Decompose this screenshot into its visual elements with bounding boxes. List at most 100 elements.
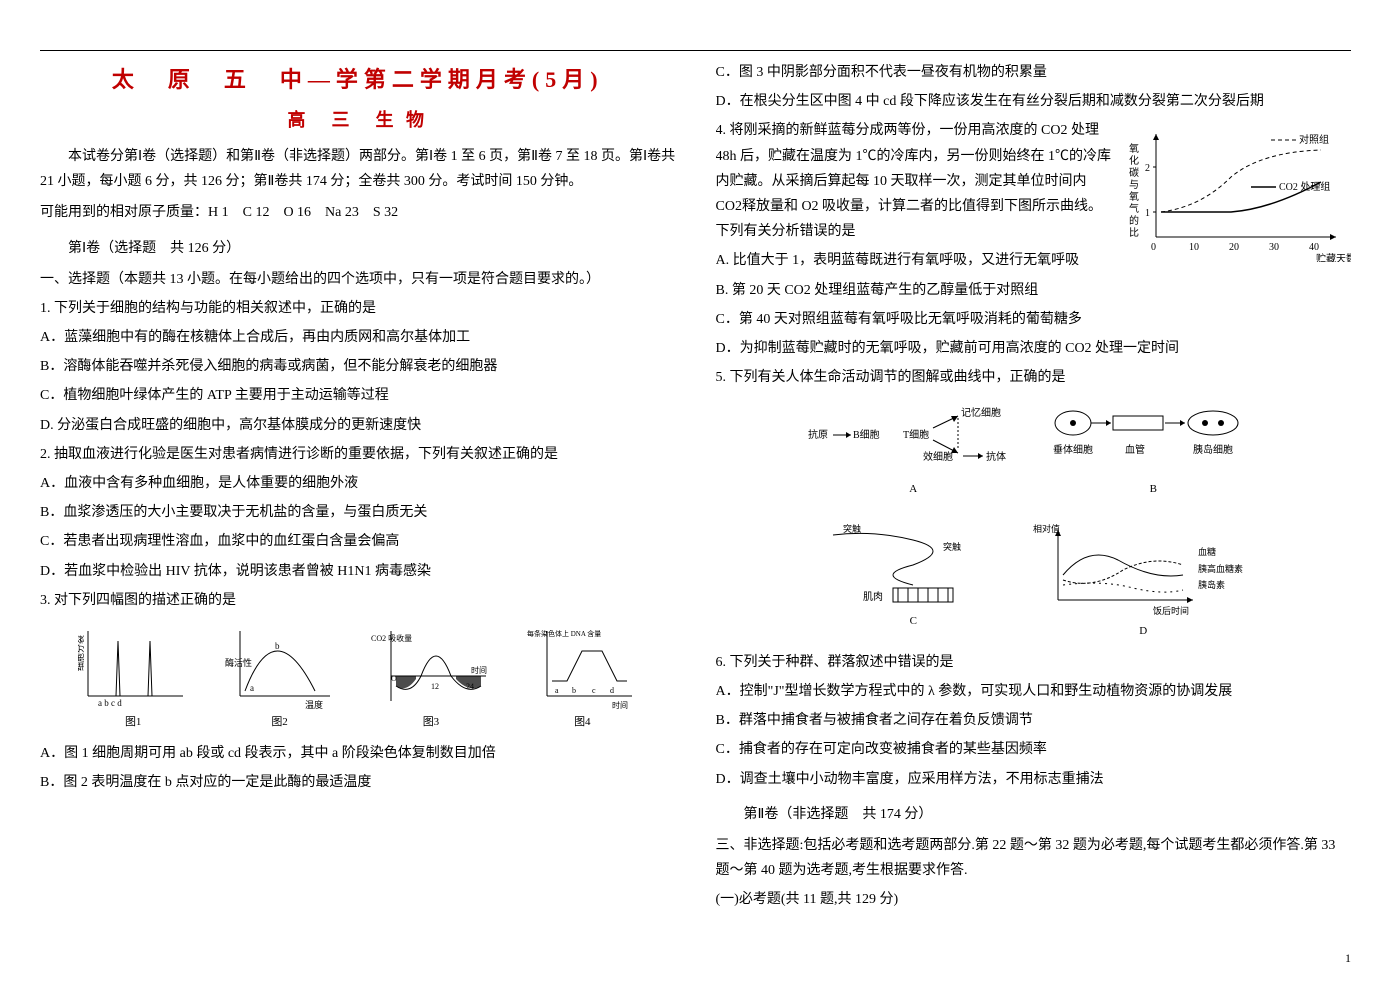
- q4-ytick-2: 2: [1145, 163, 1150, 174]
- q3-fig4: 每条染色体上 DNA 含量 时间 a b c d 图4: [527, 621, 637, 733]
- q4-xtick-30: 30: [1269, 242, 1279, 253]
- q4-legend-ctrl: 对照组: [1299, 133, 1329, 146]
- right-column: C．图 3 中阴影部分面积不代表一昼夜有机物的积累量 D．在根尖分生区中图 4 …: [716, 60, 1352, 942]
- q3-fig1-svg: 细胞分裂 a b c d: [78, 621, 188, 711]
- svg-text:胰高血糖素: 胰高血糖素: [1198, 563, 1243, 574]
- q6-stem: 6. 下列关于种群、群落叙述中错误的是: [716, 650, 1352, 675]
- q3-opt-b: B．图 2 表明温度在 b 点对应的一定是此酶的最适温度: [40, 770, 676, 795]
- intro-paragraph-2: 可能用到的相对原子质量：H 1 C 12 O 16 Na 23 S 32: [40, 200, 676, 225]
- section-2-head: 第Ⅱ卷（非选择题 共 174 分）: [716, 802, 1352, 827]
- left-column: 太 原 五 中—学第二学期月考(5月) 高 三 生 物 本试卷分第Ⅰ卷（选择题）…: [40, 60, 676, 942]
- svg-text:氧: 氧: [1129, 190, 1139, 203]
- q3-fig1: 细胞分裂 a b c d 图1: [78, 621, 188, 733]
- svg-text:与: 与: [1129, 179, 1139, 191]
- svg-text:记忆细胞: 记忆细胞: [961, 406, 1001, 419]
- svg-text:c: c: [592, 686, 596, 695]
- q5-fig-c-caption: C: [813, 612, 1013, 632]
- section-1-head: 第Ⅰ卷（选择题 共 126 分）: [40, 236, 676, 261]
- svg-text:效细胞: 效细胞: [923, 450, 953, 463]
- section-1-instructions: 一、选择题（本题共 13 小题。在每小题给出的四个选项中，只有一项是符合题目要求…: [40, 267, 676, 292]
- q3-fig3-svg: CO2 吸收量 12 24 时间 O: [371, 621, 491, 711]
- q3-fig3-o: O: [391, 674, 397, 683]
- q4-graph: 1 2 0 10 20 30 40 氧 化 碳 与 氧 气 的 比 贮藏天数/d: [1121, 122, 1351, 271]
- top-rule: [40, 50, 1351, 51]
- q3-fig4-svg: 每条染色体上 DNA 含量 时间 a b c d: [527, 621, 637, 711]
- q4-opt-d: D．为抑制蓝莓贮藏时的无氧呼吸，贮藏前可用高浓度的 CO2 处理一定时间: [716, 336, 1352, 361]
- q3-fig4-xlabel: 时间: [612, 700, 628, 710]
- q5-fig-d-caption: D: [1033, 622, 1253, 642]
- intro-paragraph-1: 本试卷分第Ⅰ卷（选择题）和第Ⅱ卷（非选择题）两部分。第Ⅰ卷 1 至 6 页，第Ⅱ…: [40, 144, 676, 194]
- q3-fig2-caption: 图2: [225, 713, 335, 733]
- svg-text:肌肉: 肌肉: [863, 590, 883, 603]
- q3-fig4-caption: 图4: [527, 713, 637, 733]
- svg-text:饭后时间: 饭后时间: [1153, 605, 1189, 616]
- q5-stem: 5. 下列有关人体生命活动调节的图解或曲线中，正确的是: [716, 365, 1352, 390]
- q4-legend-co2: CO2 处理组: [1279, 180, 1330, 193]
- svg-text:a: a: [555, 686, 559, 695]
- q4-ytick-1: 1: [1145, 208, 1150, 219]
- q3-fig3-caption: 图3: [371, 713, 491, 733]
- q3-fig2-a: a: [250, 683, 254, 693]
- q3-fig2-b: b: [275, 641, 280, 651]
- q3-opt-d: D．在根尖分生区中图 4 中 cd 段下降应该发生在有丝分裂后期和减数分裂第二次…: [716, 89, 1352, 114]
- q5-fig-a: 抗原 B细胞 T细胞 记忆细胞 效细胞 抗体 A: [803, 398, 1023, 500]
- q4-xtick-0: 0: [1151, 242, 1156, 253]
- q4-opt-c: C．第 40 天对照组蓝莓有氧呼吸比无氧呼吸消耗的葡萄糖多: [716, 307, 1352, 332]
- q4-xlabel: 贮藏天数/d: [1316, 252, 1351, 262]
- q5-fig-b-caption: B: [1043, 480, 1263, 500]
- section-2-sub: (一)必考题(共 11 题,共 129 分): [716, 887, 1352, 912]
- page-number: 1: [1345, 948, 1351, 970]
- q1-stem: 1. 下列关于细胞的结构与功能的相关叙述中，正确的是: [40, 296, 676, 321]
- svg-text:化: 化: [1129, 154, 1139, 167]
- svg-text:抗原: 抗原: [808, 428, 828, 441]
- svg-text:垂体细胞: 垂体细胞: [1053, 443, 1093, 456]
- q4-xtick-10: 10: [1189, 242, 1199, 253]
- svg-text:突触: 突触: [943, 541, 961, 552]
- two-column-layout: 太 原 五 中—学第二学期月考(5月) 高 三 生 物 本试卷分第Ⅰ卷（选择题）…: [40, 60, 1351, 942]
- q3-fig1-caption: 图1: [78, 713, 188, 733]
- q3-fig2-svg: 酶活性 温度 a b: [225, 621, 335, 711]
- svg-text:血糖: 血糖: [1198, 546, 1216, 557]
- q6-opt-b: B．群落中捕食者与被捕食者之间存在着负反馈调节: [716, 708, 1352, 733]
- svg-text:T细胞: T细胞: [903, 428, 929, 441]
- svg-text:气: 气: [1129, 202, 1139, 215]
- exam-title: 太 原 五 中—学第二学期月考(5月): [40, 60, 676, 100]
- svg-text:胰岛素: 胰岛素: [1198, 579, 1225, 590]
- q6-opt-a: A．控制"J"型增长数学方程式中的 λ 参数，可实现人口和野生动植物资源的协调发…: [716, 679, 1352, 704]
- q5-fig-c: 突触 突触 肌肉 C: [813, 520, 1013, 642]
- q1-opt-c: C．植物细胞叶绿体产生的 ATP 主要用于主动运输等过程: [40, 383, 676, 408]
- section-2-instructions: 三、非选择题:包括必考题和选考题两部分.第 22 题～第 32 题为必考题,每个…: [716, 833, 1352, 883]
- q5-fig-a-caption: A: [803, 480, 1023, 500]
- q4-ylabel: 氧: [1129, 142, 1139, 155]
- q3-fig3: CO2 吸收量 12 24 时间 O 图3: [371, 621, 491, 733]
- q2-opt-d: D．若血浆中检验出 HIV 抗体，说明该患者曾被 H1N1 病毒感染: [40, 559, 676, 584]
- q1-opt-b: B．溶酶体能吞噬并杀死侵入细胞的病毒或病菌，但不能分解衰老的细胞器: [40, 354, 676, 379]
- q3-figures: 细胞分裂 a b c d 图1 酶活性 温度 a b 图2: [40, 621, 676, 733]
- svg-text:相对值: 相对值: [1033, 523, 1060, 534]
- q3-fig3-xlabel: 时间: [471, 665, 487, 675]
- q3-fig1-ticks: a b c d: [98, 698, 122, 708]
- q4-graph-svg: 1 2 0 10 20 30 40 氧 化 碳 与 氧 气 的 比 贮藏天数/d: [1121, 122, 1351, 262]
- q1-opt-d: D. 分泌蛋白合成旺盛的细胞中，高尔基体膜成分的更新速度快: [40, 413, 676, 438]
- svg-text:突触: 突触: [843, 523, 861, 534]
- svg-text:碳: 碳: [1129, 166, 1139, 179]
- q3-fig2-xlabel: 温度: [305, 699, 323, 710]
- q5-figures: 抗原 B细胞 T细胞 记忆细胞 效细胞 抗体 A: [716, 398, 1352, 642]
- q6-opt-c: C．捕食者的存在可定向改变被捕食者的某些基因频率: [716, 737, 1352, 762]
- svg-text:比: 比: [1129, 227, 1139, 239]
- q4-xtick-20: 20: [1229, 242, 1239, 253]
- q5-fig-d: 相对值 血糖 胰高血糖素 胰岛素 饭后时间 D: [1033, 520, 1253, 642]
- q3-fig3-t12: 12: [431, 682, 439, 691]
- q2-opt-a: A．血液中含有多种血细胞，是人体重要的细胞外液: [40, 471, 676, 496]
- svg-text:的: 的: [1129, 214, 1139, 227]
- svg-text:B细胞: B细胞: [853, 428, 880, 441]
- svg-text:b: b: [572, 686, 576, 695]
- q5-fig-b: 垂体细胞 血管 胰岛细胞 B: [1043, 398, 1263, 500]
- q4-xtick-40: 40: [1309, 242, 1319, 253]
- q3-fig4-ylabel: 每条染色体上 DNA 含量: [527, 629, 601, 638]
- svg-text:抗体: 抗体: [986, 450, 1006, 463]
- q4-opt-b: B. 第 20 天 CO2 处理组蓝莓产生的乙醇量低于对照组: [716, 278, 1352, 303]
- q2-opt-b: B．血浆渗透压的大小主要取决于无机盐的含量，与蛋白质无关: [40, 500, 676, 525]
- exam-subtitle: 高 三 生 物: [40, 104, 676, 136]
- svg-text:胰岛细胞: 胰岛细胞: [1193, 443, 1233, 456]
